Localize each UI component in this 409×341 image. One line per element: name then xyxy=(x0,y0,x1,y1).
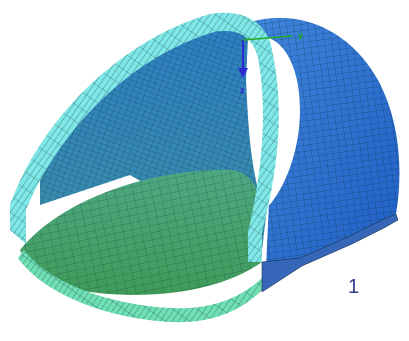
figure-number: 1 xyxy=(348,276,360,298)
z-axis-arrowhead xyxy=(238,68,248,78)
y-axis-arrow xyxy=(242,35,293,41)
outer-shell-edge xyxy=(261,213,399,293)
y-axis-label: y xyxy=(298,31,304,40)
global-axes: z y xyxy=(238,31,304,95)
arch-rim xyxy=(10,12,279,262)
invert-floor xyxy=(20,169,262,295)
z-axis-label: z xyxy=(240,86,245,95)
invert-rim xyxy=(18,250,262,323)
